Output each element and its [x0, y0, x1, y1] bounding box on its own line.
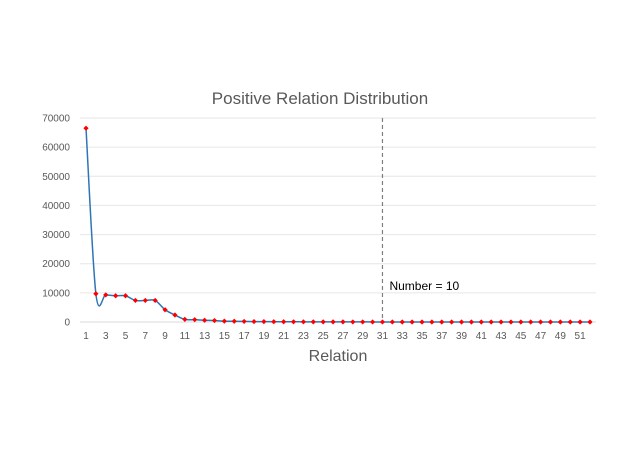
data-point [320, 319, 326, 325]
data-point [142, 297, 148, 304]
data-point [300, 319, 307, 325]
data-point [132, 297, 139, 304]
data-point [379, 319, 386, 325]
y-tick-label: 20000 [42, 259, 70, 270]
x-tick-label: 15 [219, 331, 231, 342]
x-tick-label: 37 [436, 331, 448, 342]
series-markers [83, 125, 593, 325]
y-tick-label: 50000 [42, 172, 70, 183]
data-point [389, 319, 395, 325]
data-point [241, 318, 247, 325]
data-point [162, 307, 168, 313]
x-tick-label: 49 [555, 331, 567, 342]
x-tick-label: 7 [143, 331, 149, 342]
data-point [290, 319, 297, 325]
x-tick-label: 1 [83, 331, 89, 342]
data-point [409, 319, 415, 325]
data-point [261, 319, 267, 325]
data-point [439, 319, 445, 325]
data-point [251, 318, 257, 325]
x-tick-label: 35 [416, 331, 428, 342]
data-point [350, 319, 356, 325]
data-point [330, 319, 336, 325]
data-point [103, 292, 109, 298]
data-point [449, 319, 455, 325]
data-point [93, 291, 99, 297]
data-point [399, 319, 405, 325]
y-tick-label: 40000 [42, 201, 70, 212]
data-point [369, 319, 376, 325]
data-point [468, 319, 475, 325]
y-axis-ticks: 0 10000 20000 30000 40000 50000 60000 70000 [42, 114, 70, 329]
data-point [221, 318, 227, 324]
data-point [498, 319, 504, 325]
data-point [577, 319, 583, 325]
gridlines [80, 117, 596, 294]
x-tick-label: 27 [337, 331, 349, 342]
x-tick-label: 45 [515, 331, 527, 342]
x-tick-label: 9 [162, 331, 168, 342]
data-point [547, 319, 554, 325]
data-point [211, 317, 218, 324]
data-point [340, 319, 346, 325]
x-tick-label: 47 [535, 331, 547, 342]
data-point [528, 319, 534, 325]
data-point [113, 293, 119, 299]
data-point [557, 319, 563, 325]
x-tick-label: 19 [258, 331, 270, 342]
data-point [201, 317, 208, 323]
data-point [567, 319, 573, 325]
x-tick-label: 3 [103, 331, 109, 342]
y-tick-label: 70000 [42, 114, 70, 125]
x-tick-label: 21 [278, 331, 290, 342]
y-tick-label: 10000 [42, 288, 70, 299]
x-tick-label: 5 [123, 331, 129, 342]
data-point [182, 316, 188, 322]
x-axis-label: Relation [309, 348, 368, 365]
x-tick-label: 33 [397, 331, 409, 342]
x-tick-label: 51 [575, 331, 587, 342]
x-tick-label: 29 [357, 331, 369, 342]
y-tick-label: 60000 [42, 143, 70, 154]
data-point [478, 319, 484, 325]
data-point [429, 319, 435, 325]
data-point [458, 319, 465, 325]
data-point [587, 319, 593, 325]
data-point [192, 317, 198, 323]
x-tick-label: 31 [377, 331, 389, 342]
data-point [508, 319, 514, 325]
data-point [281, 319, 287, 325]
data-point [122, 293, 129, 299]
data-point [310, 319, 316, 325]
data-point [271, 319, 277, 325]
x-tick-label: 25 [318, 331, 330, 342]
data-point [172, 312, 178, 318]
x-tick-label: 41 [476, 331, 488, 342]
y-tick-label: 0 [64, 318, 70, 329]
x-tick-label: 11 [180, 331, 191, 342]
y-tick-label: 30000 [42, 230, 70, 241]
data-point [419, 319, 425, 325]
threshold-annotation: Number = 10 [389, 279, 459, 293]
data-point [360, 319, 366, 325]
x-tick-label: 23 [298, 331, 310, 342]
x-tick-label: 43 [495, 331, 507, 342]
data-point [537, 319, 544, 325]
data-point [231, 318, 237, 324]
data-point [83, 125, 89, 131]
chart-title: Positive Relation Distribution [212, 89, 428, 108]
x-tick-label: 39 [456, 331, 468, 342]
data-point [488, 319, 494, 325]
x-axis-ticks: 1 3 5 7 9 11 13 15 17 19 21 23 25 27 29 31 33 35 37 39 41 43 4… [83, 331, 586, 342]
data-point [518, 319, 524, 325]
x-tick-label: 13 [199, 331, 211, 342]
data-point [152, 297, 158, 304]
x-tick-label: 17 [239, 331, 251, 342]
